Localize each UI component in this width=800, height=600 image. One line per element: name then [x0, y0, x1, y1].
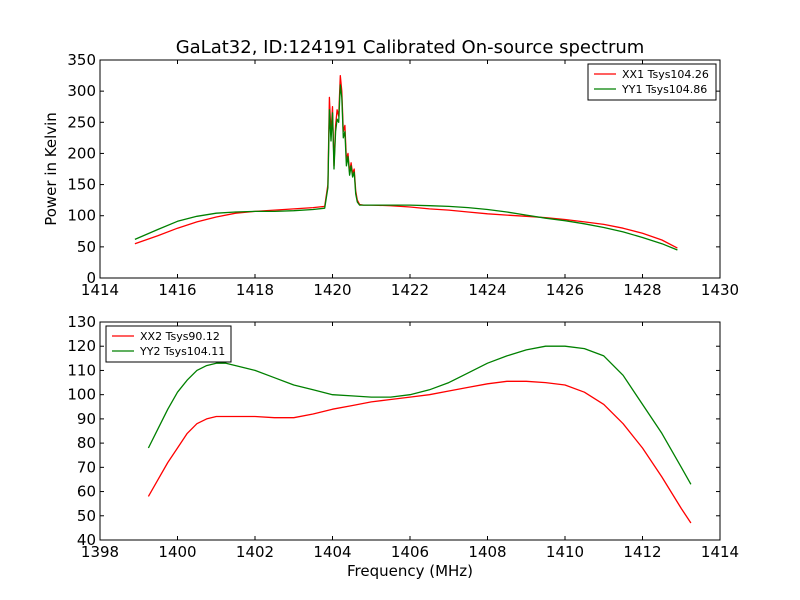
- y-tick-label: 50: [77, 507, 96, 525]
- x-tick-label: 1418: [236, 281, 274, 299]
- top-panel: 1414 1416 1418 1420 1422 1424 1426 1428 1430 0 50 1…: [42, 51, 739, 299]
- series-line-green-1: [147, 345, 692, 485]
- x-tick-label: 1408: [468, 543, 506, 561]
- x-tick-label: 1428: [623, 281, 661, 299]
- y-tick-label: 100: [67, 386, 96, 404]
- legend-label: YY1 Tsys104.86: [621, 83, 707, 96]
- x-tick-label: 1400: [158, 543, 196, 561]
- y-tick-label: 120: [67, 337, 96, 355]
- legend-label: YY2 Tsys104.11: [139, 345, 225, 358]
- x-tick-label: 1420: [313, 281, 351, 299]
- y-tick-label: 70: [77, 458, 96, 476]
- y-tick-label: 80: [77, 434, 96, 452]
- series-group: [147, 345, 692, 524]
- legend-label: XX1 Tsys104.26: [622, 68, 709, 81]
- legend: XX2 Tsys90.12 YY2 Tsys104.11: [105, 325, 232, 363]
- y-tick-label: 300: [67, 82, 96, 100]
- x-tick-label: 1416: [158, 281, 196, 299]
- x-tick-label: 1422: [391, 281, 429, 299]
- legend-box: [105, 325, 232, 363]
- y-tick-label: 250: [67, 113, 96, 131]
- x-tick-label: 1426: [546, 281, 584, 299]
- y-tick-label: 90: [77, 410, 96, 428]
- y-tick-label: 100: [67, 207, 96, 225]
- x-tick-label: 1404: [313, 543, 351, 561]
- x-axis-label: Frequency (MHz): [347, 562, 473, 580]
- legend-box: [587, 63, 717, 101]
- x-tick-label: 1414: [81, 281, 119, 299]
- x-tick-label: 1406: [391, 543, 429, 561]
- series-group: [134, 74, 678, 251]
- y-tick-label: 40: [77, 531, 96, 549]
- y-axis-label: Power in Kelvin: [42, 112, 60, 226]
- y-tick-label: 0: [86, 269, 96, 287]
- series-line-red-1: [147, 380, 692, 524]
- x-tick-label: 1402: [236, 543, 274, 561]
- legend-label: XX2 Tsys90.12: [140, 330, 220, 343]
- y-tick-label: 60: [77, 483, 96, 501]
- figure-title: GaLat32, ID:124191 Calibrated On-source …: [176, 37, 645, 58]
- x-tick-label: 1424: [468, 281, 506, 299]
- y-tick-label: 150: [67, 176, 96, 194]
- y-tick-label: 350: [67, 51, 96, 69]
- x-tick-label: 1430: [701, 281, 739, 299]
- y-tick-label: 200: [67, 144, 96, 162]
- x-tick-label: 1410: [546, 543, 584, 561]
- x-tick-label: 1398: [81, 543, 119, 561]
- x-tick-label: 1412: [623, 543, 661, 561]
- y-tick-label: 50: [77, 238, 96, 256]
- series-line-green-0: [134, 84, 678, 251]
- y-tick-label: 110: [67, 361, 96, 379]
- legend: XX1 Tsys104.26 YY1 Tsys104.86: [587, 63, 717, 101]
- x-tick-label: 1414: [701, 543, 739, 561]
- y-tick-label: 130: [67, 313, 96, 331]
- bottom-panel: 1398 1400 1402 1404 1406 1408 1410 1412 1414 40 50…: [67, 313, 739, 580]
